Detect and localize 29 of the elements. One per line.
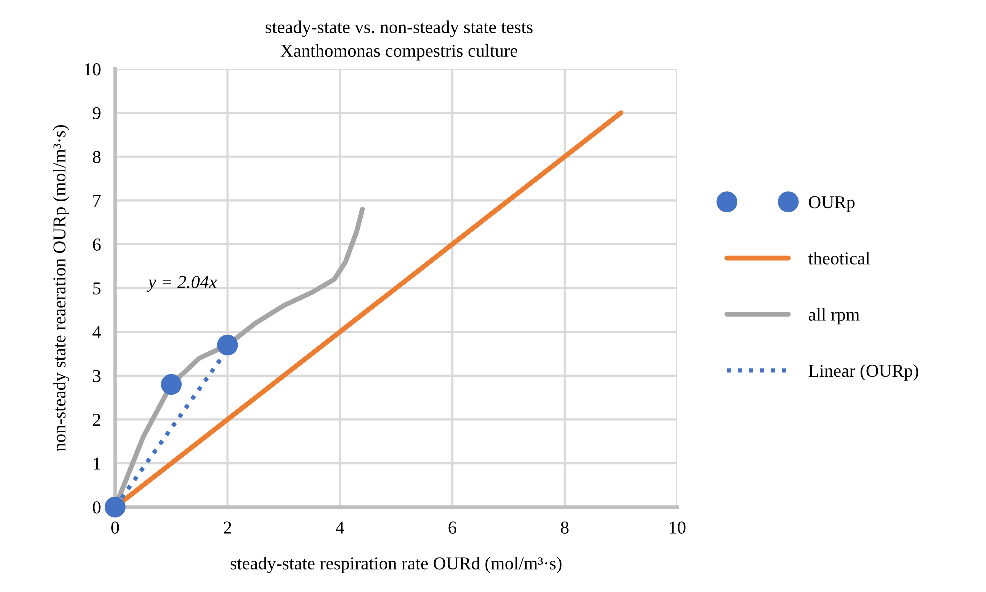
y-tick-label: 5	[93, 282, 101, 295]
annotation: y = 2.04x	[146, 276, 218, 292]
point	[104, 496, 126, 518]
legend-label: OURp	[809, 196, 855, 212]
y-tick-label: 6	[93, 238, 101, 251]
y-tick-label: 0	[93, 502, 101, 514]
x-tick-label: 10	[670, 522, 686, 534]
chart-subtitle: Xanthomonas compestris culture	[280, 44, 518, 61]
x-tick-label: 4	[336, 522, 344, 534]
point	[161, 374, 182, 396]
x-tick-label: 6	[448, 522, 457, 534]
x-tick-label: 0	[112, 522, 120, 534]
y-tick-label: 1	[94, 458, 100, 470]
y-tick-label: 9	[93, 107, 101, 120]
y-tick-label: 8	[93, 151, 101, 164]
point	[217, 334, 238, 356]
y-tick-label: 2	[93, 414, 100, 426]
legend-label: Linear (OURp)	[808, 364, 918, 381]
y-axis-title: non-steady state reaeration OURp (mol/m³·s)	[53, 125, 70, 452]
y-tick-label: 4	[92, 326, 102, 338]
x-axis-title: steady-state respiration rate OURd (mol/m³·s)	[230, 557, 562, 574]
y-tick-label: 10	[85, 64, 101, 76]
y-tick-label: 3	[93, 370, 101, 382]
chart-title: steady-state vs. non-steady state tests	[266, 20, 533, 38]
x-tick-label: 8	[561, 522, 569, 534]
x-tick-label: 2	[224, 522, 232, 534]
legend-label: all rpm	[809, 308, 860, 325]
y-tick-label: 7	[94, 195, 101, 207]
legend-label: theotical	[808, 252, 870, 265]
